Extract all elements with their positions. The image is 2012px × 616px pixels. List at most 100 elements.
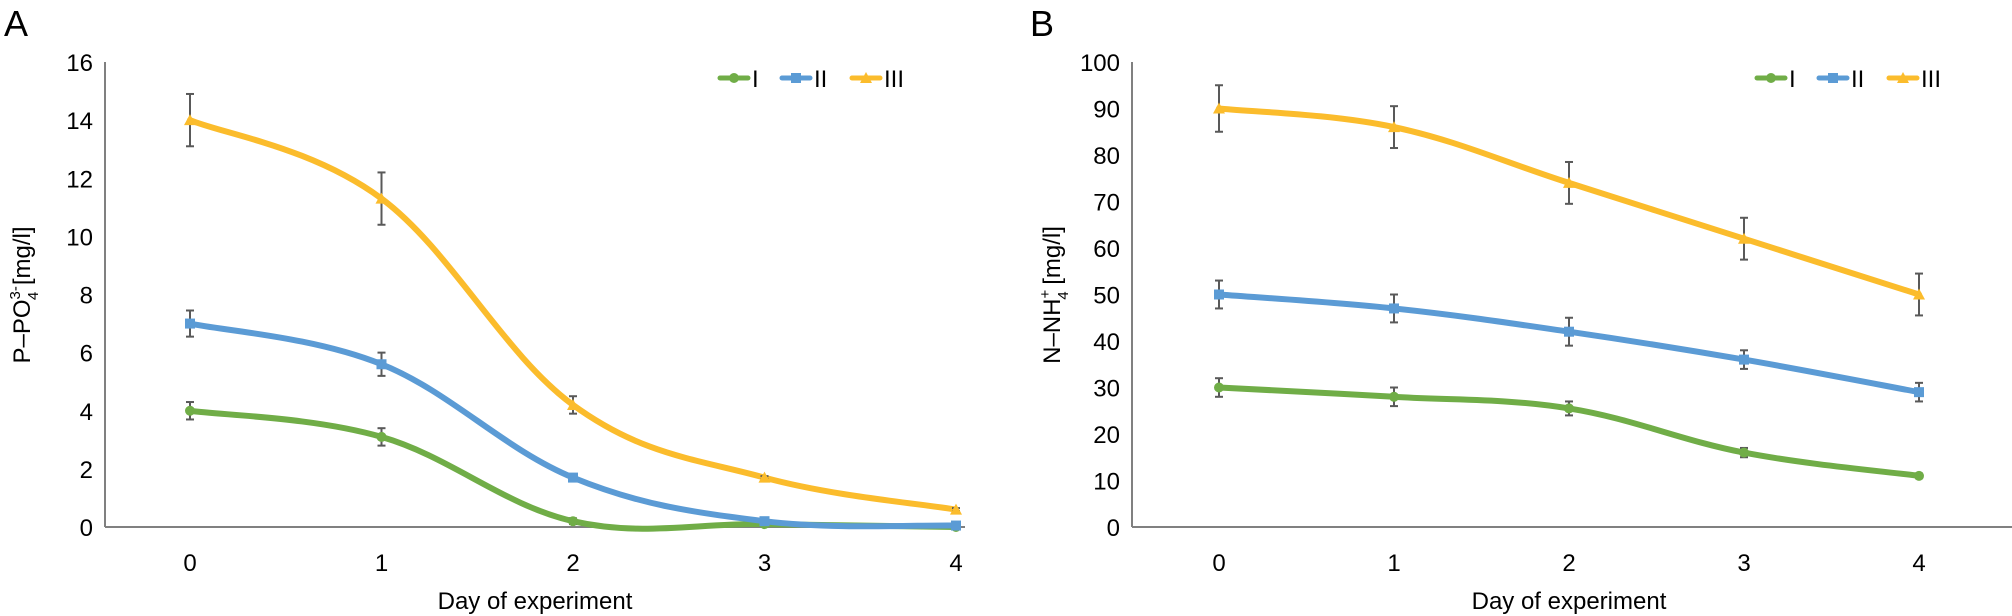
- data-point: [1739, 447, 1749, 458]
- x-tick-label: 1: [1387, 550, 1400, 577]
- legend-marker: [1766, 73, 1776, 83]
- x-tick-label: 1: [375, 550, 388, 577]
- y-tick-labels-b: 0 10 20 30 40 50 60 70 80 90 100: [1080, 50, 1120, 542]
- data-point: [376, 431, 387, 442]
- legend-marker: [860, 72, 872, 83]
- data-point: [567, 398, 579, 410]
- series-i: [185, 401, 961, 532]
- x-tick-label: 3: [1737, 550, 1750, 577]
- x-tick-labels-b: 0 1 2 3 4: [1212, 550, 1925, 577]
- y-tick-label: 20: [1093, 422, 1120, 449]
- series-i: [1214, 377, 1924, 481]
- panel-label-b: B: [1030, 3, 1054, 44]
- legend-label: II: [814, 66, 827, 93]
- legend-label: I: [752, 66, 759, 93]
- y-tick-label: 2: [80, 457, 93, 484]
- x-tick-label: 2: [1562, 550, 1575, 577]
- y-tick-label: 8: [80, 283, 93, 310]
- legend-label: II: [1851, 66, 1864, 93]
- plot-area-a: [184, 92, 962, 532]
- series-iii: [1213, 84, 1925, 317]
- data-point: [1563, 176, 1575, 188]
- data-point: [1388, 121, 1400, 133]
- data-point: [568, 472, 578, 483]
- legend-item-i: I: [717, 66, 759, 93]
- data-point: [568, 516, 578, 527]
- y-tick-label: 16: [66, 50, 93, 77]
- x-axis-title-a: Day of experiment: [438, 588, 633, 615]
- y-axis-title-unit: [mg/l]: [1039, 226, 1066, 291]
- y-tick-label: 50: [1093, 283, 1120, 310]
- series-ii: [1214, 279, 1924, 403]
- legend-item-ii: II: [779, 66, 827, 93]
- data-point: [1914, 470, 1924, 481]
- series-line: [187, 407, 959, 532]
- y-tick-label: 80: [1093, 143, 1120, 170]
- series-ii: [185, 309, 961, 531]
- data-point: [951, 520, 961, 531]
- y-axis-title-b: N–NH+4 [mg/l]: [1037, 226, 1072, 364]
- legend-a: I II III: [717, 66, 904, 93]
- legend-label: III: [1921, 66, 1941, 93]
- data-point: [184, 114, 196, 126]
- data-point: [758, 471, 771, 483]
- x-tick-label: 2: [566, 550, 579, 577]
- y-tick-label: 10: [1093, 469, 1120, 496]
- data-point: [1564, 403, 1574, 414]
- data-point: [759, 516, 770, 527]
- legend-item-iii: III: [849, 66, 904, 93]
- data-point: [185, 318, 195, 329]
- data-point: [1214, 289, 1224, 300]
- y-axis-title-base: P–PO: [9, 300, 36, 364]
- y-tick-labels-a: 0 2 4 6 8 10 12 14 16: [66, 50, 93, 542]
- legend-item-ii: II: [1816, 66, 1864, 93]
- legend-marker: [791, 73, 801, 83]
- y-tick-label: 4: [80, 399, 93, 426]
- data-point: [1913, 288, 1925, 300]
- legend-b: I II III: [1754, 66, 1941, 93]
- y-tick-label: 60: [1093, 236, 1120, 263]
- chart-panel-b: B 0 10 20 30 40 50 60 70 80 90 100 0 1 2 3 4 Day of ex…: [1030, 3, 2012, 615]
- data-point: [1739, 354, 1749, 365]
- legend-marker: [1897, 72, 1909, 83]
- y-tick-label: 14: [66, 108, 93, 135]
- legend-label: I: [1789, 66, 1796, 93]
- x-tick-label: 0: [1212, 550, 1225, 577]
- legend-item-iii: III: [1886, 66, 1941, 93]
- data-point: [1738, 232, 1750, 244]
- x-tick-labels-a: 0 1 2 3 4: [183, 550, 962, 577]
- y-tick-label: 30: [1093, 376, 1120, 403]
- series-iii: [184, 92, 962, 515]
- data-point: [375, 192, 388, 204]
- plot-area-b: [1213, 84, 1925, 481]
- y-axis-title-sub: 4: [1055, 291, 1072, 299]
- x-tick-label: 4: [1912, 550, 1925, 577]
- series-line: [187, 117, 959, 513]
- data-point: [1914, 387, 1924, 398]
- y-tick-label: 0: [80, 515, 93, 542]
- x-tick-label: 0: [183, 550, 196, 577]
- y-tick-label: 0: [1107, 515, 1120, 542]
- data-point: [185, 405, 195, 416]
- y-tick-label: 70: [1093, 190, 1120, 217]
- y-axis-title-a: P–PO3-4 [mg/l]: [7, 226, 42, 363]
- data-point: [1564, 326, 1574, 337]
- x-tick-label: 3: [758, 550, 771, 577]
- y-tick-label: 6: [80, 341, 93, 368]
- legend-label: III: [884, 66, 904, 93]
- data-point: [1389, 391, 1399, 402]
- x-axis-title-b: Day of experiment: [1472, 588, 1667, 615]
- y-tick-label: 40: [1093, 329, 1120, 356]
- y-tick-label: 12: [66, 166, 93, 193]
- x-tick-label: 4: [949, 550, 962, 577]
- legend-marker: [1828, 73, 1838, 83]
- data-point: [1389, 303, 1399, 314]
- legend-marker: [729, 73, 739, 83]
- y-tick-label: 10: [66, 224, 93, 251]
- y-axis-title-sup: +: [1037, 290, 1054, 299]
- y-tick-label: 90: [1093, 97, 1120, 124]
- data-point: [950, 503, 962, 515]
- axes-b: [1131, 62, 2012, 528]
